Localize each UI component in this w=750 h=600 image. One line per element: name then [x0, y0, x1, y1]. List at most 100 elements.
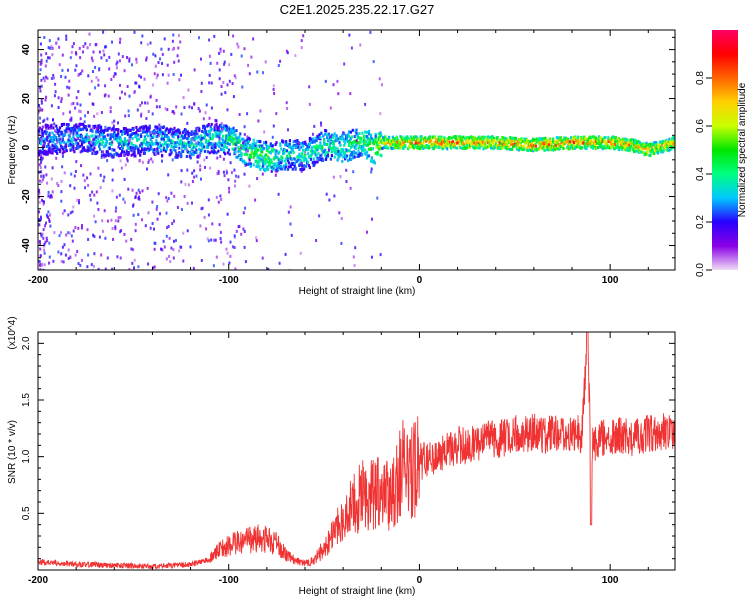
spectrogram-noise-cell	[225, 169, 228, 173]
spectrogram-noise-cell	[52, 76, 55, 80]
spectrogram-noise-cell	[48, 261, 50, 265]
spectrogram-cell	[555, 136, 558, 140]
spectrogram-cell	[143, 135, 146, 139]
spectrogram-noise-cell	[340, 241, 343, 245]
spectrogram-noise-cell	[353, 264, 356, 267]
spectrogram-noise-cell	[173, 60, 176, 64]
spectrogram-cell	[300, 142, 303, 146]
spectrogram-cell	[214, 142, 217, 146]
spectrogram-cell	[211, 133, 214, 137]
spectrogram-cell	[197, 155, 200, 159]
spectrogram-noise-cell	[122, 197, 125, 201]
spectrogram-cell	[329, 141, 332, 145]
spectrogram-noise-cell	[117, 121, 119, 125]
spectrogram-noise-cell	[182, 231, 185, 235]
spectrogram-cell	[321, 144, 324, 148]
spectrogram-cell	[248, 143, 251, 147]
spectrogram-noise-cell	[102, 229, 104, 233]
spectrogram-cell	[336, 152, 339, 156]
spectrogram-noise-cell	[332, 83, 335, 87]
spectrogram-cell	[122, 129, 126, 133]
spectrogram-cell	[39, 142, 43, 145]
spectrogram-cell	[259, 167, 262, 171]
spectrogram-cell	[250, 151, 253, 155]
spectrogram-noise-cell	[178, 131, 181, 135]
spectrogram-noise-cell	[93, 114, 96, 118]
spectrogram-noise-cell	[176, 54, 179, 58]
spectrogram-cell	[82, 124, 85, 128]
spectrogram-cell	[612, 145, 615, 148]
spectrogram-noise-cell	[69, 56, 72, 60]
spectrogram-noise-cell	[42, 175, 45, 179]
spectrogram-noise-cell	[216, 172, 219, 176]
spectrogram-noise-cell	[234, 179, 237, 183]
spectrogram-cell	[165, 147, 168, 151]
spectrogram-cell	[204, 138, 208, 142]
spectrogram-noise-cell	[204, 111, 207, 115]
spectrogram-cell	[104, 137, 107, 141]
spectrogram-cell	[226, 133, 229, 137]
spectrogram-cell	[103, 128, 106, 132]
spectrogram-cell	[363, 138, 366, 142]
spectrogram-cell	[366, 156, 369, 160]
spectrogram-cell	[354, 147, 357, 150]
spectrogram-cell	[132, 128, 135, 131]
spectrogram-cell	[511, 147, 514, 151]
spectrogram-cell	[413, 144, 416, 148]
spectrogram-noise-cell	[39, 89, 42, 93]
spectrogram-cell	[85, 133, 88, 137]
spectrogram-noise-cell	[88, 92, 91, 96]
spectrogram-cell	[269, 158, 272, 162]
spectrogram-cell	[558, 147, 561, 150]
spectrogram-noise-cell	[155, 98, 158, 102]
spectrogram-cell	[445, 137, 448, 141]
spectrogram-cell	[300, 155, 303, 158]
spectrogram-cell	[76, 131, 79, 135]
spectrogram-cell	[361, 153, 364, 156]
spectrogram-noise-cell	[76, 198, 79, 202]
spectrogram-noise-cell	[127, 139, 130, 143]
snr-x-axis-label: Height of straight line (km)	[299, 586, 416, 597]
spectrogram-noise-cell	[155, 207, 158, 211]
spectrogram-noise-cell	[222, 170, 225, 174]
spectrogram-noise-cell	[138, 74, 141, 78]
spectrogram-cell	[188, 151, 191, 155]
spectrogram-cell	[360, 147, 363, 151]
spectrogram-noise-cell	[162, 239, 165, 243]
spectrogram-cell	[484, 142, 487, 146]
spectrogram-cell	[344, 151, 347, 155]
spectrogram-cell	[293, 162, 296, 166]
spectrogram-cell	[270, 169, 273, 173]
spectrogram-noise-cell	[119, 83, 121, 87]
spectrogram-cell	[372, 159, 375, 163]
spectrogram-cell	[533, 138, 537, 142]
spectrogram-noise-cell	[230, 171, 233, 175]
spectrogram-cell	[369, 159, 373, 163]
spectrogram-cell	[289, 150, 292, 154]
spectrogram-cell	[467, 139, 470, 143]
spectrogram-cell	[178, 146, 181, 150]
spectrogram-cell	[319, 141, 322, 145]
spectrogram-noise-cell	[114, 227, 117, 231]
spectrogram-cell	[304, 153, 307, 157]
spectrogram-cell	[366, 135, 369, 139]
spectrogram-cell	[286, 159, 290, 163]
spectrogram-cell	[157, 142, 160, 146]
spectrogram-noise-cell	[192, 266, 195, 270]
spectrogram-noise-cell	[80, 164, 82, 168]
spectrogram-cell	[654, 149, 657, 152]
spectrogram-noise-cell	[229, 240, 232, 244]
spectrogram-cell	[347, 134, 351, 138]
spectrogram-cell	[291, 167, 294, 171]
spectrogram-noise-cell	[131, 148, 134, 152]
spectrogram-noise-cell	[228, 261, 231, 265]
spectrogram-noise-cell	[166, 81, 169, 85]
spectrogram-cell	[656, 151, 660, 155]
spectrogram-cell	[307, 145, 311, 149]
spectrogram-noise-cell	[198, 36, 200, 40]
spectrogram-noise-cell	[209, 61, 212, 65]
spectrogram-noise-cell	[229, 161, 232, 165]
spectrogram-noise-cell	[103, 53, 106, 57]
spectrogram-noise-cell	[74, 106, 77, 110]
spectrogram-cell	[287, 151, 290, 155]
